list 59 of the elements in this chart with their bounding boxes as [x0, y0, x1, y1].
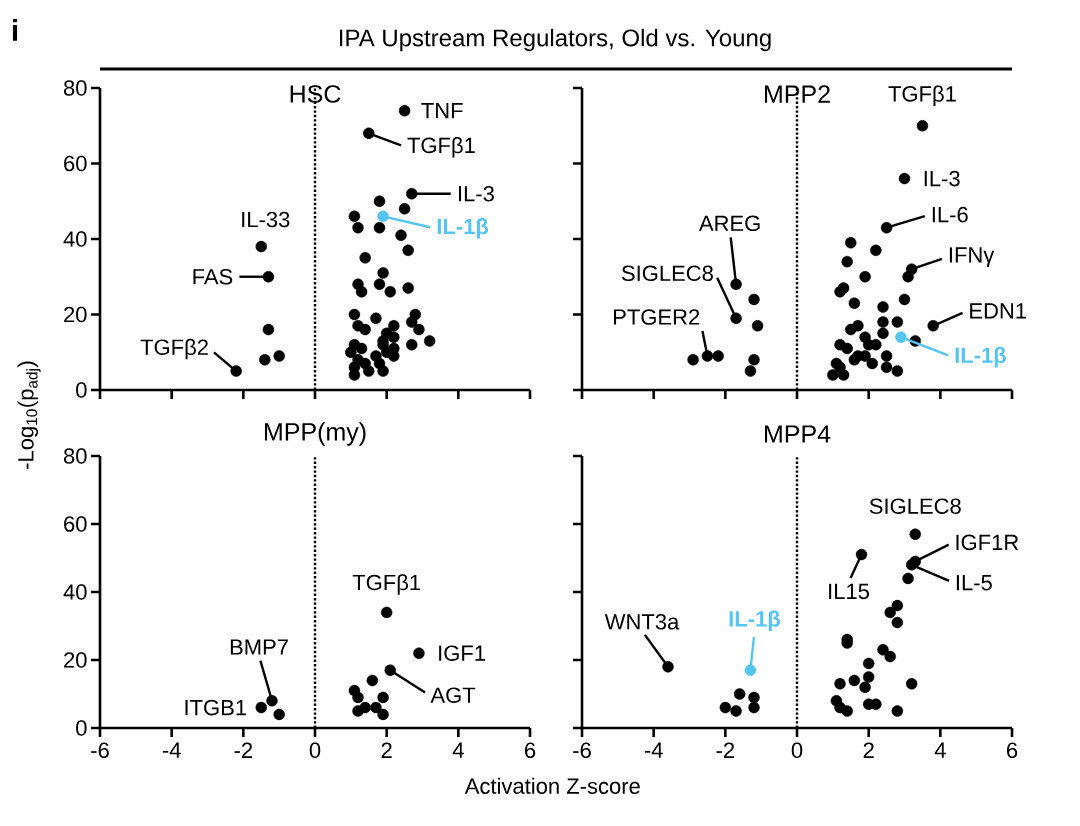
x-tick-label: -2 — [716, 742, 735, 758]
y-tick-label: 60 — [64, 516, 87, 532]
chart-title: MPP2 — [765, 85, 830, 103]
x-tick-label: -6 — [573, 742, 591, 759]
annotation: TGFβ1 — [407, 137, 475, 158]
annotation: FAS — [193, 268, 233, 285]
y-tick-label: 60 — [64, 155, 87, 172]
annotation: WNT3a — [604, 614, 680, 630]
x-tick-label: -4 — [644, 742, 663, 758]
y-tick-label: 20 — [64, 652, 87, 668]
annotation: IL-3 — [458, 185, 494, 202]
text: i — [12, 19, 18, 41]
x-tick-label: -2 — [234, 742, 253, 758]
annotation: IL-1β — [955, 346, 1006, 368]
annotation: IGF1R — [956, 534, 1019, 551]
chart-title: HSC — [290, 85, 341, 103]
x-tick-label: 0 — [791, 742, 803, 759]
annotation: ITGB1 — [185, 699, 246, 716]
annotation: IL-1β — [437, 218, 489, 239]
x-tick-label: -6 — [91, 742, 109, 759]
annotation: IFNγ — [949, 247, 995, 268]
y-tick-label: 80 — [63, 80, 87, 96]
annotation: AGT — [430, 687, 476, 703]
annotation: IL15 — [829, 583, 869, 600]
x-tick-label: 6 — [525, 742, 536, 759]
annotation: IL-3 — [924, 170, 960, 187]
x-tick-label: 2 — [381, 742, 392, 758]
y-tick-label: 40 — [63, 584, 87, 600]
y-tick-label: 40 — [63, 231, 87, 247]
annotation: IL-6 — [932, 206, 968, 223]
annotation: TGFβ1 — [352, 574, 421, 595]
annotation: IL-1β — [729, 610, 780, 631]
annotation: SIGLEC8 — [621, 265, 713, 282]
annotation: SIGLEC8 — [869, 498, 961, 514]
annotation: PTGER2 — [614, 309, 700, 325]
y-tick-label: 0 — [76, 382, 87, 398]
y-tick-label: 80 — [63, 448, 87, 464]
y-tick-label: 0 — [76, 720, 87, 736]
y-tick-label: 20 — [64, 306, 87, 323]
text: IPA Upstream Regulators, Old vs. Young — [340, 28, 771, 52]
annotation: AREG — [698, 215, 760, 232]
x-tick-label: 4 — [452, 742, 464, 758]
annotation: EDN1 — [970, 303, 1026, 319]
x-tick-label: 6 — [1007, 742, 1018, 759]
annotation: IGF1 — [439, 645, 485, 661]
chart-title: MPP(my) — [264, 422, 366, 446]
x-axis-title: Activation Z-score — [464, 777, 640, 794]
x-tick-label: -4 — [162, 742, 181, 758]
annotation: TNF — [421, 103, 463, 119]
annotation: BMP7 — [230, 639, 288, 655]
x-tick-label: 2 — [863, 742, 874, 758]
annotation: TGFβ2 — [140, 338, 208, 360]
annotation: IL-5 — [956, 575, 992, 591]
x-tick-label: 0 — [309, 742, 321, 759]
chart-title: MPP4 — [765, 425, 831, 443]
annotation: TGFβ1 — [888, 85, 956, 106]
x-tick-label: 4 — [934, 742, 946, 758]
y-axis-title: -Log$_{10}$(p$_{adj}$) — [17, 361, 41, 469]
annotation: IL-33 — [242, 211, 290, 228]
